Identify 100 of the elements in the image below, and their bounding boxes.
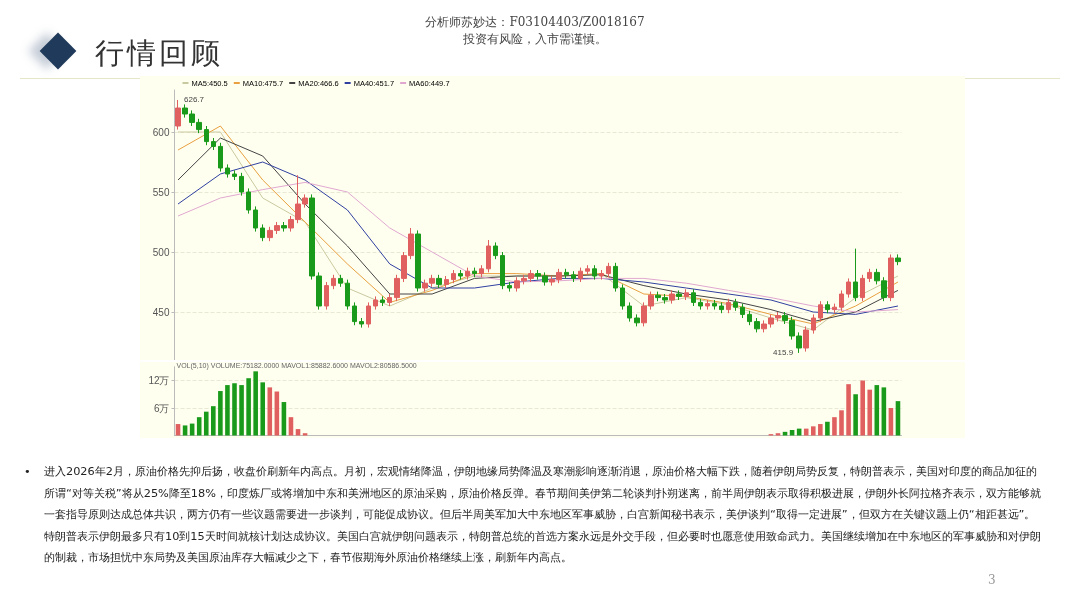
candlestick bbox=[359, 317, 364, 329]
y-tick-label: 12万 bbox=[148, 375, 170, 386]
candlestick bbox=[578, 267, 583, 283]
candlestick bbox=[472, 267, 477, 278]
candlestick bbox=[486, 239, 491, 273]
candlestick bbox=[493, 241, 498, 260]
candlestick bbox=[571, 270, 576, 283]
candlestick bbox=[691, 288, 696, 307]
candlestick bbox=[620, 283, 625, 311]
candlestick bbox=[387, 293, 392, 307]
candlestick bbox=[698, 298, 703, 311]
candlestick bbox=[846, 277, 851, 299]
candlestick bbox=[747, 310, 752, 326]
bar bbox=[846, 384, 851, 436]
bar bbox=[295, 429, 301, 436]
chart-title: 行情回顾 bbox=[95, 35, 223, 72]
candlestick bbox=[436, 274, 442, 289]
candlestick bbox=[712, 299, 717, 311]
candlestick bbox=[839, 289, 844, 312]
candlestick bbox=[733, 298, 738, 312]
bar bbox=[203, 411, 209, 436]
bar bbox=[832, 417, 837, 436]
candlestick bbox=[380, 295, 385, 307]
bar bbox=[182, 425, 188, 436]
text: • bbox=[24, 464, 31, 480]
candlestick bbox=[853, 248, 858, 302]
bar bbox=[789, 430, 795, 436]
candlestick bbox=[592, 264, 597, 281]
text: 进入2026年2月，原油价格先抑后扬，收盘价刷新年内高点。月初，宏观情绪降温，伊朗地缘局势降温及寒潮影响逐渐消退，原油价格大幅下跌，随着伊朗局势反复，特朗普表示，美国对印度的商品加征的所谓“对等关税”将从25%降至18%，印度炼厂或将增加中东和美洲地区的原油采购，原油价格反弹。春节期间美伊第二轮谈判扑朔迷离，前半周伊朗表示取得积极进展，伊朗外长阿拉格齐表示，双方能够就一套指导原则达成总体共识，两方仍有一些议题需要进一步谈判，可能促成协议。但后半周美军加大中东地区军事威胁，白宫新闻秘书表示，美伊谈判“取得一定进展”，但双方在关键议题上仍“相距甚远”。特朗普表示伊朗最多只有10到15天时间就核计划达成协议。美国白宫就伊朗问题表示，特朗普总统的首选方案永远是外交手段，但必要时也愿意使用致命武力。美国继续增加在中东地区的军事威胁和对伊朗的制裁，市场担忧中东局势及美国原油库存大幅减少之下，春节假期海外原油价格继续上涨，刷新年内高点。 bbox=[44, 464, 1042, 566]
candlestick bbox=[754, 317, 760, 333]
bar bbox=[260, 382, 266, 436]
candlestick bbox=[832, 303, 837, 314]
candlestick bbox=[331, 274, 336, 290]
candlestick bbox=[225, 163, 230, 179]
bar bbox=[211, 406, 216, 436]
bar bbox=[175, 424, 181, 436]
candlestick bbox=[260, 223, 265, 242]
y-tick-label: 6万 bbox=[153, 402, 170, 414]
bar bbox=[239, 385, 244, 436]
bar bbox=[775, 433, 781, 436]
candlestick bbox=[373, 295, 378, 311]
candlestick bbox=[458, 269, 463, 281]
candlestick bbox=[500, 251, 505, 290]
candlestick bbox=[676, 289, 682, 301]
candlestick bbox=[740, 303, 745, 319]
candlestick bbox=[345, 279, 350, 311]
bar bbox=[867, 389, 873, 436]
candlestick bbox=[811, 313, 816, 335]
bar bbox=[246, 378, 251, 436]
candlestick bbox=[895, 253, 901, 266]
annotation: 626.7 bbox=[184, 95, 205, 105]
candlestick bbox=[599, 269, 604, 281]
bar bbox=[810, 426, 816, 436]
candlestick bbox=[366, 301, 371, 329]
bar bbox=[825, 421, 830, 436]
candlestick bbox=[204, 125, 209, 146]
candlestick bbox=[860, 274, 865, 302]
candlestick bbox=[465, 267, 470, 281]
candlestick bbox=[444, 275, 449, 289]
annotation: 415.9 bbox=[773, 348, 794, 358]
chart-subtitle: 分析师苏妙达：F03104403/Z0018167 投资有风险，入市需谨慎。 bbox=[424, 14, 646, 48]
bar bbox=[267, 387, 273, 436]
bar bbox=[302, 433, 308, 436]
bar bbox=[853, 394, 858, 436]
y-tick-label: 450 bbox=[152, 306, 170, 318]
candlestick bbox=[246, 187, 251, 215]
candlestick bbox=[507, 281, 512, 293]
candlestick bbox=[867, 268, 872, 283]
candlestick bbox=[825, 300, 830, 314]
bar bbox=[782, 431, 788, 436]
candlestick bbox=[415, 229, 421, 293]
candlestick bbox=[451, 269, 456, 284]
candlestick bbox=[338, 274, 343, 288]
y-tick-label: 500 bbox=[152, 246, 170, 258]
bar bbox=[803, 428, 809, 436]
bar bbox=[839, 410, 844, 436]
candlestick bbox=[211, 137, 216, 151]
candlestick bbox=[627, 301, 632, 323]
bar bbox=[196, 417, 202, 436]
bar bbox=[218, 391, 223, 436]
bar bbox=[818, 424, 823, 436]
candlestick bbox=[239, 172, 244, 197]
candlestick bbox=[218, 142, 223, 173]
candlestick bbox=[281, 221, 287, 233]
candlestick bbox=[634, 313, 640, 327]
candlestick bbox=[324, 281, 329, 311]
candlestick bbox=[253, 205, 258, 233]
y-tick-label: 600 bbox=[152, 126, 170, 138]
candlestick bbox=[585, 264, 590, 276]
candlestick bbox=[803, 325, 809, 353]
candlestick bbox=[352, 301, 357, 326]
candlestick bbox=[232, 169, 237, 181]
candlestick bbox=[888, 253, 894, 302]
candlestick bbox=[818, 300, 823, 323]
candlestick bbox=[705, 299, 710, 311]
candlestick bbox=[606, 262, 611, 278]
bar bbox=[860, 380, 865, 436]
text: 3 bbox=[988, 573, 996, 587]
bar bbox=[225, 385, 230, 436]
bar bbox=[288, 417, 294, 436]
